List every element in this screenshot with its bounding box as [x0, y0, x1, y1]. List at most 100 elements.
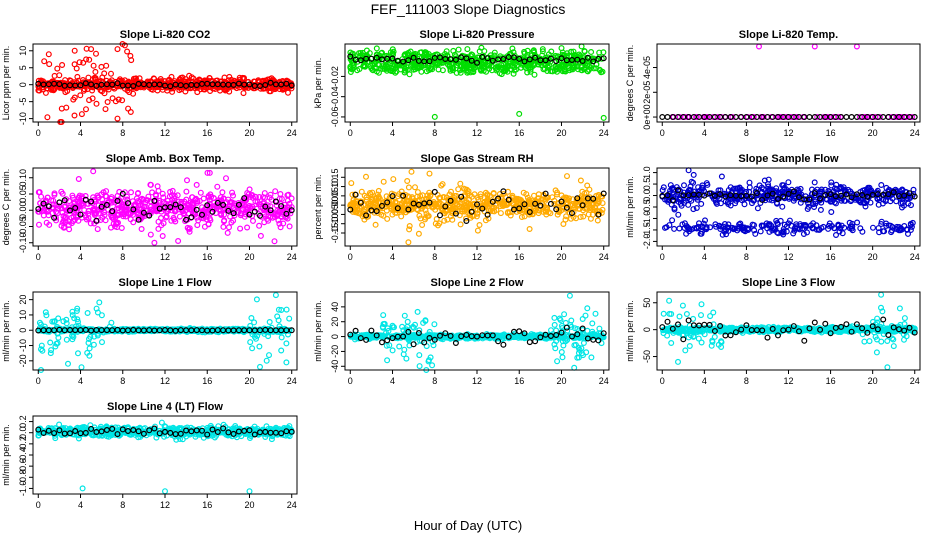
- median-point: [432, 190, 437, 195]
- x-tick-label: 16: [514, 252, 524, 262]
- data-point: [593, 311, 598, 316]
- data-point: [52, 74, 57, 79]
- x-tick-label: 0: [36, 252, 41, 262]
- panel-title: Slope Li-820 Pressure: [420, 29, 535, 41]
- x-tick-label: 20: [868, 128, 878, 138]
- points-group: [36, 42, 294, 125]
- data-point: [156, 227, 161, 232]
- data-point: [76, 177, 81, 182]
- data-point: [405, 179, 410, 184]
- data-point: [599, 341, 604, 346]
- y-tick-label: 0.00: [18, 201, 28, 219]
- panel-title: Slope Gas Stream RH: [420, 153, 533, 165]
- figure-title: FEF_111003 Slope Diagnostics: [371, 1, 566, 17]
- outlier-point: [115, 47, 120, 52]
- data-point: [220, 190, 225, 195]
- data-point: [93, 70, 98, 75]
- data-point: [72, 48, 77, 53]
- data-point: [224, 176, 229, 181]
- y-tick-label: 4e-05: [642, 56, 652, 79]
- data-point: [417, 231, 422, 236]
- y-tick-label: -20: [18, 354, 28, 367]
- data-point: [587, 187, 592, 192]
- data-point: [415, 310, 420, 315]
- data-point: [257, 223, 262, 228]
- data-point: [595, 218, 600, 223]
- data-point: [87, 57, 92, 62]
- y-tick-label: 10: [18, 46, 28, 56]
- data-point: [88, 221, 93, 226]
- data-point: [76, 351, 81, 356]
- data-point: [691, 173, 696, 178]
- x-tick-label: 8: [120, 376, 125, 386]
- y-tick-label: 1.0: [642, 166, 652, 179]
- data-point: [104, 63, 109, 68]
- data-point: [364, 174, 369, 179]
- data-point: [589, 50, 594, 55]
- data-point: [227, 225, 232, 230]
- x-tick-label: 24: [287, 252, 297, 262]
- x-tick-label: 8: [432, 252, 437, 262]
- x-tick-label: 8: [744, 252, 749, 262]
- data-point: [57, 73, 62, 78]
- outlier-point: [115, 116, 120, 121]
- data-point: [579, 178, 584, 183]
- outlier-point: [46, 52, 51, 57]
- outlier-point: [409, 169, 414, 174]
- data-point: [279, 348, 284, 353]
- data-point: [374, 46, 379, 51]
- panel-ylabel: kPa per min.: [313, 58, 323, 109]
- outlier-point: [284, 360, 289, 365]
- data-point: [64, 337, 69, 342]
- data-point: [829, 210, 834, 215]
- data-point: [85, 311, 90, 316]
- y-tick-label: 2e-05: [642, 81, 652, 104]
- x-tick-label: 8: [120, 252, 125, 262]
- x-tick-label: 4: [390, 128, 395, 138]
- outlier-point: [91, 169, 96, 174]
- data-point: [55, 66, 60, 71]
- x-tick-label: 24: [287, 128, 297, 138]
- y-tick-label: 0: [18, 82, 28, 87]
- data-point: [259, 234, 264, 239]
- outlier-point: [432, 115, 437, 120]
- data-point: [176, 239, 181, 244]
- data-point: [248, 340, 253, 345]
- panel-ylabel: percent per min.: [313, 174, 323, 239]
- data-point: [561, 222, 566, 227]
- y-tick-label: 5: [18, 65, 28, 70]
- data-point: [91, 63, 96, 68]
- data-point: [99, 65, 104, 70]
- data-point: [780, 204, 785, 209]
- data-point: [456, 47, 461, 52]
- data-point: [47, 62, 52, 67]
- median-point: [849, 115, 854, 120]
- panel-title: Slope Amb. Box Temp.: [106, 153, 225, 165]
- data-point: [756, 206, 761, 211]
- y-tick-label: 20: [18, 295, 28, 305]
- y-tick-label: 0.15: [330, 169, 340, 187]
- y-tick-label: -5: [18, 98, 28, 106]
- data-point: [527, 227, 532, 232]
- data-point: [589, 355, 594, 360]
- data-point: [198, 190, 203, 195]
- y-tick-label: -0.06: [330, 107, 340, 128]
- data-point: [819, 208, 824, 213]
- data-point: [381, 179, 386, 184]
- x-tick-label: 20: [556, 252, 566, 262]
- points-group: [348, 44, 606, 120]
- y-tick-label: 0.05: [18, 185, 28, 203]
- data-point: [559, 350, 564, 355]
- x-tick-label: 4: [78, 128, 83, 138]
- data-point: [287, 224, 292, 229]
- data-point: [458, 181, 463, 186]
- data-point: [72, 113, 77, 118]
- data-point: [45, 115, 50, 120]
- data-point: [456, 187, 461, 192]
- data-point: [78, 93, 83, 98]
- data-point: [48, 340, 53, 345]
- data-point: [249, 316, 254, 321]
- panel-ylabel: Licor ppm per min.: [1, 46, 11, 121]
